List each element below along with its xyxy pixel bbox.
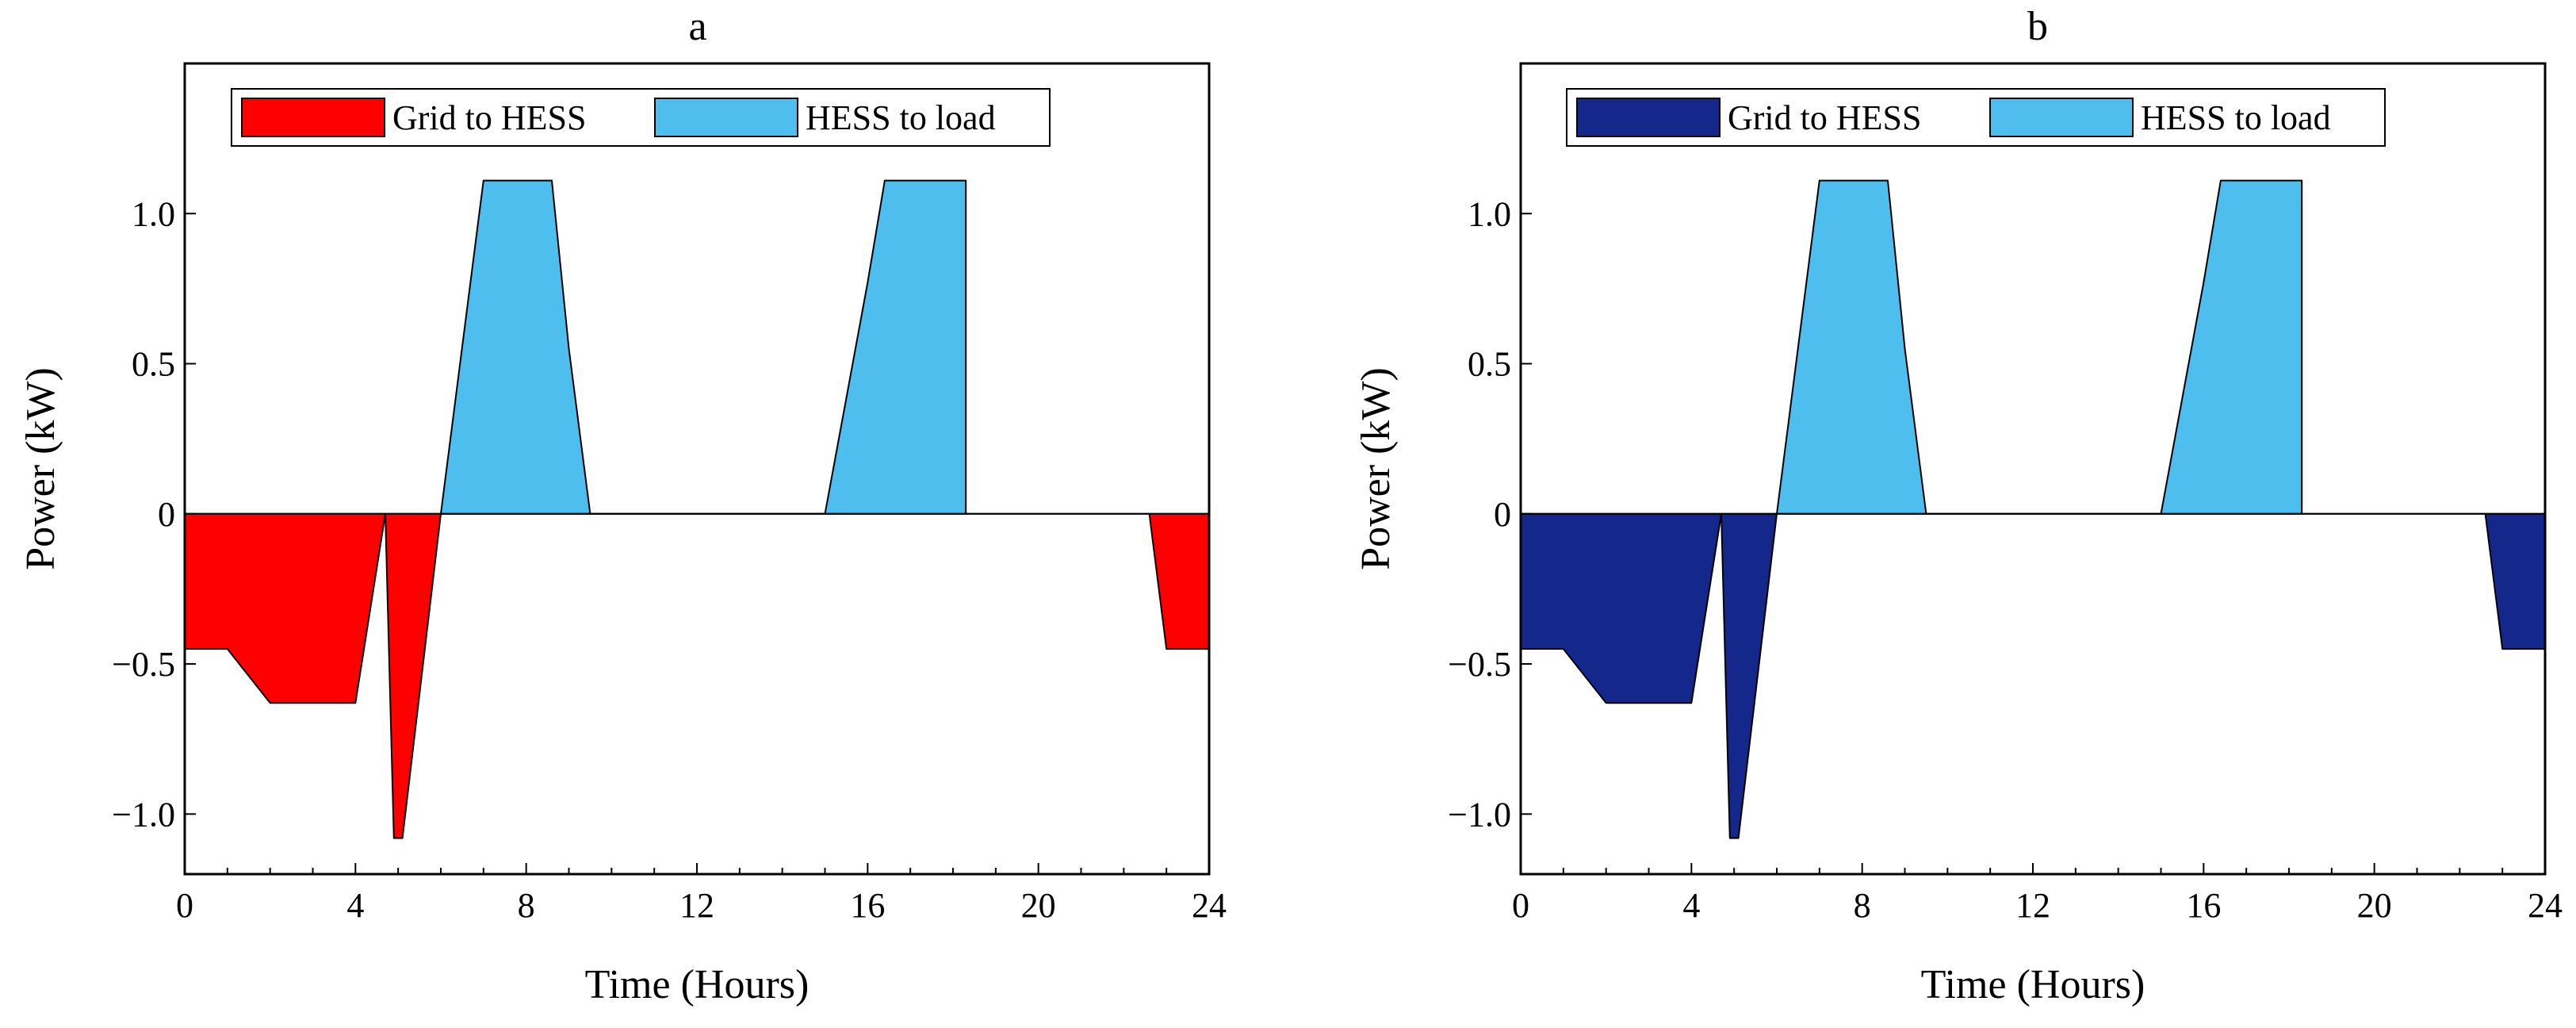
panel-a-x-axis-label: Time (Hours) (585, 962, 810, 1007)
panel-a-xtick-label: 12 (679, 886, 714, 925)
panel-b-legend-label-grid-to-hess: Grid to HESS (1728, 98, 1921, 137)
panel-b-legend-label-hess-to-load: HESS to load (2141, 98, 2331, 137)
panel-b-xtick-label: 20 (2357, 886, 2392, 925)
panel-b-legend-swatch-hess-to-load (1989, 98, 2134, 137)
panel-b-xtick-label: 8 (1854, 886, 1871, 925)
panel-b-legend: Grid to HESS HESS to load (1566, 88, 2386, 147)
panel-b-title: b (2027, 4, 2048, 49)
series-area-grid-to-hess (1520, 512, 2546, 839)
panel-a-ticks (184, 213, 1210, 874)
panel-a-legend-label-hess-to-load: HESS to load (806, 98, 996, 137)
panel-b-y-axis-label: Power (kW) (1353, 367, 1399, 570)
panel-b-x-axis-label: Time (Hours) (1921, 962, 2145, 1007)
panel-b-xtick-label: 16 (2186, 886, 2221, 925)
panel-a-legend-label-grid-to-hess: Grid to HESS (392, 98, 586, 137)
series-area-hess-to-load (1776, 179, 2303, 515)
panel-b-ticks (1520, 213, 2546, 874)
panel-b-xtick-label: 0 (1512, 886, 1529, 925)
panel-b-legend-swatch-grid-to-hess (1576, 98, 1721, 137)
series-area-grid-to-hess (184, 512, 1210, 839)
panel-a-xtick-label: 0 (176, 886, 193, 925)
panel-b-plot-area (1520, 179, 2546, 839)
panel-a-y-axis-label: Power (kW) (18, 367, 63, 570)
panel-b-ytick-label: −1.0 (1448, 795, 1511, 834)
panel-a-ytick-label: −0.5 (112, 645, 175, 684)
panel-a-title: a (688, 4, 706, 49)
panel-b-ytick-label: 0 (1494, 495, 1511, 534)
panel-b-xtick-label: 24 (2528, 886, 2563, 925)
panel-a-plot-area (184, 179, 1210, 839)
panel-b: b −1.0 −0.5 0 0.5 1.0 0 4 8 12 16 20 24 … (1353, 4, 2563, 1007)
panel-a-ytick-label: 0.5 (132, 345, 175, 384)
panel-a-xtick-label: 8 (518, 886, 535, 925)
panel-a-ytick-label: 1.0 (132, 194, 175, 233)
series-area-hess-to-load (440, 179, 967, 515)
panel-a-legend: Grid to HESS HESS to load (231, 88, 1051, 147)
panel-a-ytick-label: −1.0 (112, 795, 175, 834)
panel-a-xtick-label: 4 (346, 886, 364, 925)
panel-b-axes-box (1519, 62, 2547, 876)
panel-a-ytick-label: 0 (158, 495, 175, 534)
panel-a-axes-box (183, 62, 1211, 876)
panel-a-xtick-label: 24 (1192, 886, 1227, 925)
panel-a-xtick-label: 20 (1021, 886, 1056, 925)
panel-b-xtick-label: 4 (1682, 886, 1700, 925)
panel-a: a −1.0 −0.5 0 0.5 1.0 0 4 8 12 16 20 24 … (18, 4, 1227, 1007)
panel-b-xtick-label: 12 (2015, 886, 2050, 925)
panel-a-legend-swatch-hess-to-load (654, 98, 798, 137)
panel-b-ytick-label: −0.5 (1448, 645, 1511, 684)
panel-b-ytick-label: 1.0 (1468, 194, 1511, 233)
panel-b-ytick-label: 0.5 (1468, 345, 1511, 384)
panel-a-legend-swatch-grid-to-hess (241, 98, 385, 137)
panel-a-xtick-label: 16 (850, 886, 885, 925)
